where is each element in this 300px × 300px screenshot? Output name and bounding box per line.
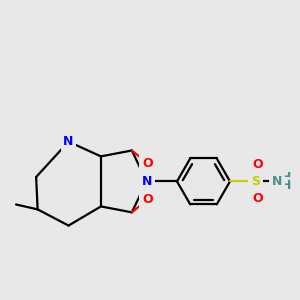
Text: N: N [63, 135, 74, 148]
Text: O: O [142, 157, 153, 170]
Text: O: O [252, 158, 263, 171]
Text: S: S [251, 175, 260, 188]
Text: N: N [141, 175, 152, 188]
Text: H: H [281, 179, 291, 192]
Text: O: O [252, 192, 263, 205]
Text: H: H [281, 171, 291, 184]
Text: O: O [142, 193, 153, 206]
Text: N: N [272, 175, 282, 188]
